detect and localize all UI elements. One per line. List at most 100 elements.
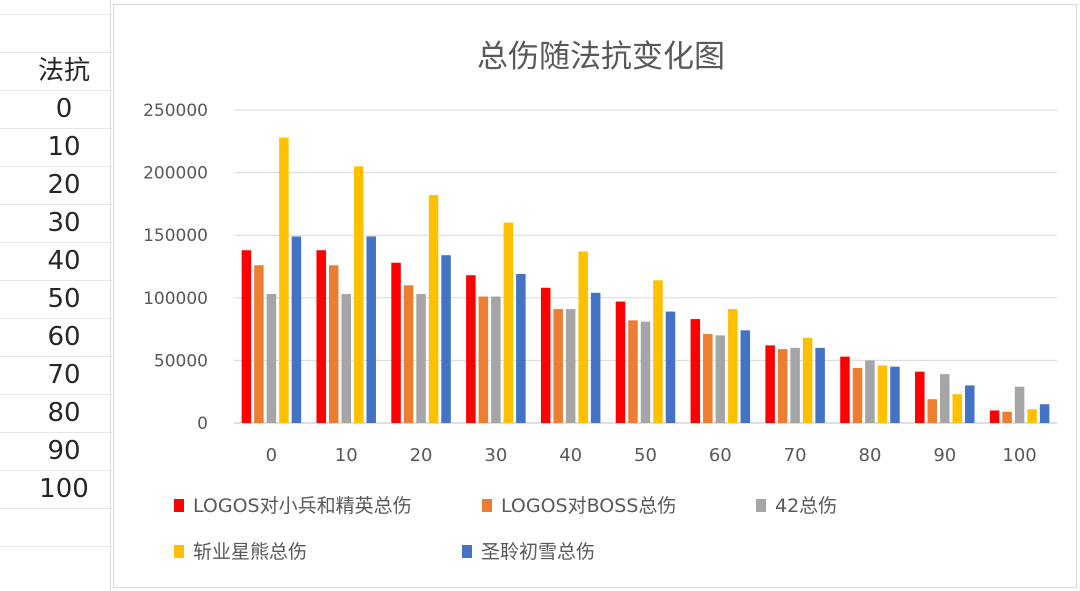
sheet-gridline xyxy=(0,242,112,243)
bar xyxy=(328,265,339,423)
sheet-gridline xyxy=(0,508,112,509)
bar xyxy=(428,195,439,423)
bar xyxy=(1039,404,1050,423)
sheet-cell[interactable]: 30 xyxy=(47,208,81,238)
x-tick-label: 70 xyxy=(784,445,807,466)
bar xyxy=(890,366,900,423)
bar-chart: 总伤随法抗变化图 050000100000150000200000250000 … xyxy=(143,39,1057,563)
x-tick-label: 80 xyxy=(859,445,882,466)
sheet-gridline xyxy=(0,546,112,547)
x-tick-label: 90 xyxy=(933,445,956,466)
sheet-cell[interactable]: 80 xyxy=(47,398,81,428)
bar xyxy=(341,294,351,423)
bar xyxy=(1027,409,1037,423)
sheet-cell[interactable]: 100 xyxy=(39,474,89,504)
bar xyxy=(503,222,514,423)
y-tick-label: 150000 xyxy=(143,226,208,246)
bar xyxy=(578,251,588,423)
sheet-header-cell[interactable]: 法抗 xyxy=(37,56,90,86)
bar xyxy=(590,292,601,423)
bar xyxy=(877,365,888,423)
bar xyxy=(840,356,850,423)
bar xyxy=(391,262,401,423)
bar xyxy=(640,321,651,423)
bar xyxy=(802,337,813,423)
y-tick-label: 100000 xyxy=(143,289,208,309)
sheet-cell[interactable]: 0 xyxy=(55,94,73,124)
sheet-cell[interactable]: 70 xyxy=(47,360,81,390)
legend-label: 斩业星熊总伤 xyxy=(193,541,307,563)
chart-title: 总伤随法抗变化图 xyxy=(477,39,725,75)
sheet-cell[interactable]: 60 xyxy=(47,322,81,352)
sheet-cell[interactable]: 20 xyxy=(47,170,81,200)
sheet-gridline xyxy=(0,394,112,395)
bar xyxy=(403,285,414,423)
y-tick-label: 200000 xyxy=(143,164,208,184)
bar xyxy=(777,349,788,423)
y-tick-label: 0 xyxy=(197,414,208,434)
sheet-gridline xyxy=(0,318,112,319)
bar xyxy=(852,367,863,423)
chart-panel[interactable]: 总伤随法抗变化图 0 50000 100000 150000 200000 250000 … xyxy=(113,4,1077,588)
sheet-cell[interactable]: 90 xyxy=(47,436,81,466)
x-tick-label: 0 xyxy=(266,445,277,466)
bar xyxy=(665,311,676,423)
x-tick-label: 100 xyxy=(1002,445,1036,466)
x-tick-label: 50 xyxy=(634,445,657,466)
x-axis-ticks: 0 10 20 30 40 50 60 70 80 90 100 xyxy=(266,445,1037,466)
bar xyxy=(765,345,775,423)
bar xyxy=(740,330,751,423)
bar xyxy=(291,236,302,423)
sheet-gridline xyxy=(0,52,112,53)
y-axis-ticks: 0 50000 100000 150000 200000 250000 xyxy=(143,101,208,434)
sheet-column-border xyxy=(110,0,111,591)
bar xyxy=(715,335,726,423)
bar xyxy=(241,250,252,423)
sheet-gridline xyxy=(0,90,112,91)
bar xyxy=(865,360,875,423)
bar xyxy=(815,347,825,423)
legend-swatch xyxy=(482,499,492,512)
legend-label: 圣聆初雪总伤 xyxy=(481,541,595,563)
legend-label: LOGOS对小兵和精英总伤 xyxy=(193,495,412,517)
sheet-gridline xyxy=(0,356,112,357)
sheet-gridline xyxy=(0,128,112,129)
x-tick-label: 60 xyxy=(709,445,732,466)
bar xyxy=(915,371,925,423)
bar xyxy=(1002,411,1012,423)
x-tick-label: 30 xyxy=(484,445,507,466)
bar xyxy=(540,287,551,423)
legend-swatch xyxy=(462,545,472,558)
bar xyxy=(1014,386,1025,423)
bar xyxy=(790,347,800,423)
y-tick-label: 250000 xyxy=(143,101,208,121)
sheet-cell[interactable]: 50 xyxy=(47,284,81,314)
bar xyxy=(553,309,563,423)
bars xyxy=(241,137,1050,423)
legend-swatch xyxy=(174,499,184,512)
x-tick-label: 10 xyxy=(335,445,358,466)
bar xyxy=(491,296,501,423)
bar xyxy=(266,294,277,423)
bar xyxy=(940,374,950,423)
bar xyxy=(690,319,701,423)
y-tick-label: 50000 xyxy=(154,351,208,371)
sheet-gridline xyxy=(0,14,112,15)
bar xyxy=(989,410,1000,423)
bar xyxy=(441,255,451,423)
bar xyxy=(366,236,376,423)
bar xyxy=(703,334,713,423)
legend-swatch xyxy=(756,499,766,512)
bar xyxy=(466,275,476,423)
sheet-cell[interactable]: 10 xyxy=(47,132,81,162)
bar xyxy=(279,137,289,423)
legend-swatch xyxy=(174,545,184,558)
bar xyxy=(353,166,364,423)
bar xyxy=(952,394,963,423)
bar xyxy=(628,320,638,423)
bar xyxy=(653,280,663,423)
x-tick-label: 40 xyxy=(559,445,582,466)
bar xyxy=(728,309,738,423)
sheet-cell[interactable]: 40 xyxy=(47,246,81,276)
